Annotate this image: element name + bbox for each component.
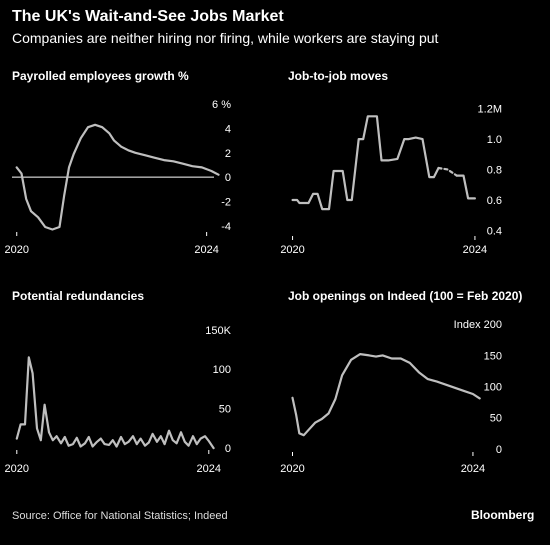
y-tick-label: 0.6	[487, 195, 502, 207]
brand-logo: Bloomberg	[471, 508, 535, 522]
series-line	[15, 123, 220, 231]
series-line	[291, 115, 440, 211]
y-tick-label: 150	[484, 350, 502, 362]
x-tick-label: 2020	[5, 244, 29, 256]
y-tick-label: 150K	[205, 325, 231, 337]
y-tick-label: 100	[484, 382, 502, 394]
y-tick-label: 0.4	[487, 225, 502, 237]
source-note: Source: Office for National Statistics; …	[12, 510, 228, 522]
x-tick-label: 2024	[194, 244, 218, 256]
x-tick-label: 2024	[463, 244, 487, 256]
y-tick-label: 50	[490, 413, 502, 425]
series-line	[455, 174, 476, 200]
series-line	[291, 353, 481, 437]
y-tick-label: 100	[213, 364, 231, 376]
panel-title: Job openings on Indeed (100 = Feb 2020)	[288, 289, 522, 303]
y-tick-label: 4	[225, 123, 231, 135]
y-tick-label: 0	[225, 443, 231, 455]
y-tick-label: -2	[221, 196, 231, 208]
y-tick-label: 1.0	[487, 134, 502, 146]
y-tick-label: 2	[225, 148, 231, 160]
series-line	[15, 356, 215, 450]
figure-title: The UK's Wait-and-See Jobs Market	[12, 8, 284, 25]
x-tick-label: 2024	[461, 463, 485, 475]
y-tick-label: 0.8	[487, 165, 502, 177]
y-tick-label: 50	[219, 404, 231, 416]
series-line-dashed	[437, 166, 458, 177]
y-tick-label: -4	[221, 221, 231, 233]
y-tick-label: 0	[225, 172, 231, 184]
panel-title: Payrolled employees growth %	[12, 69, 189, 83]
panel-title: Potential redundancies	[12, 289, 144, 303]
x-tick-label: 2020	[280, 463, 304, 475]
y-tick-label: 1.2M	[478, 104, 502, 116]
x-tick-label: 2024	[197, 463, 221, 475]
y-tick-label: 0	[496, 444, 502, 456]
panel-title: Job-to-job moves	[288, 69, 388, 83]
y-tick-label: 6 %	[212, 99, 231, 111]
x-tick-label: 2020	[280, 244, 304, 256]
figure-subtitle: Companies are neither hiring nor firing,…	[12, 30, 439, 46]
y-tick-label: Index 200	[454, 319, 502, 331]
x-tick-label: 2020	[5, 463, 29, 475]
